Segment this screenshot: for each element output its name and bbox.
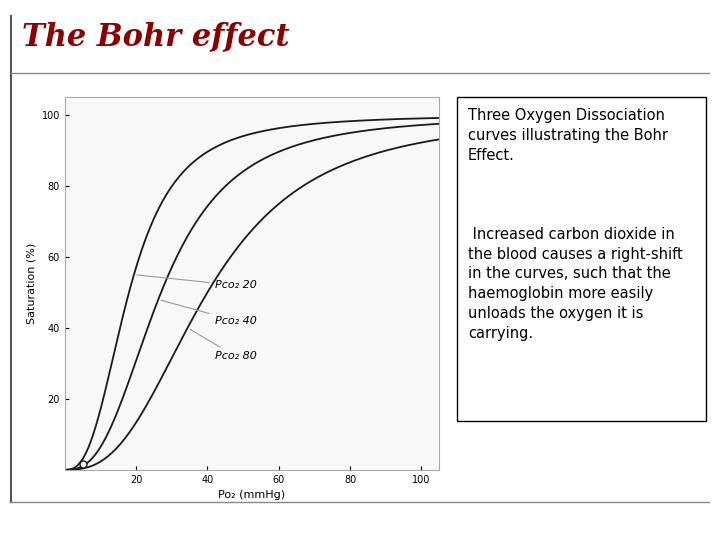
Text: Pco₂ 40: Pco₂ 40 — [161, 300, 256, 326]
Text: Three Oxygen Dissociation
curves illustrating the Bohr
Effect.: Three Oxygen Dissociation curves illustr… — [468, 108, 668, 163]
Text: Pco₂ 80: Pco₂ 80 — [190, 329, 256, 361]
Text: The Bohr effect: The Bohr effect — [22, 22, 289, 52]
Y-axis label: Saturation (%): Saturation (%) — [26, 243, 36, 324]
X-axis label: Po₂ (mmHg): Po₂ (mmHg) — [218, 490, 286, 500]
Text: Increased carbon dioxide in
the blood causes a right-shift
in the curves, such t: Increased carbon dioxide in the blood ca… — [468, 227, 683, 341]
Text: Pco₂ 20: Pco₂ 20 — [137, 275, 256, 291]
